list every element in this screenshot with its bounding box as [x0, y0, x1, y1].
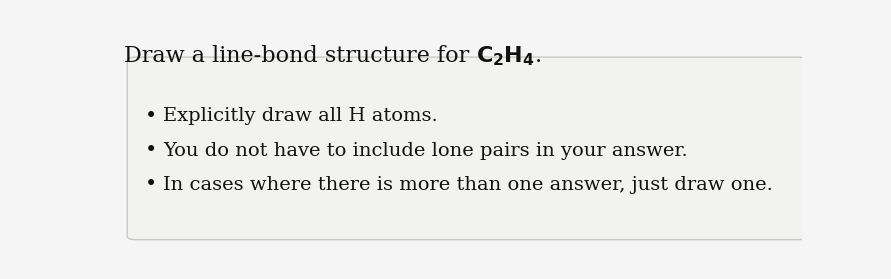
Text: Explicitly draw all H atoms.: Explicitly draw all H atoms.	[163, 107, 437, 125]
Text: •: •	[145, 107, 158, 126]
Text: $\bf{C_2H_4}$.: $\bf{C_2H_4}$.	[476, 44, 542, 68]
Text: •: •	[145, 175, 158, 194]
Text: In cases where there is more than one answer, just draw one.: In cases where there is more than one an…	[163, 176, 773, 194]
Text: •: •	[145, 141, 158, 160]
FancyBboxPatch shape	[127, 57, 807, 240]
Text: Draw a line-bond structure for: Draw a line-bond structure for	[124, 45, 476, 67]
Text: You do not have to include lone pairs in your answer.: You do not have to include lone pairs in…	[163, 141, 688, 160]
